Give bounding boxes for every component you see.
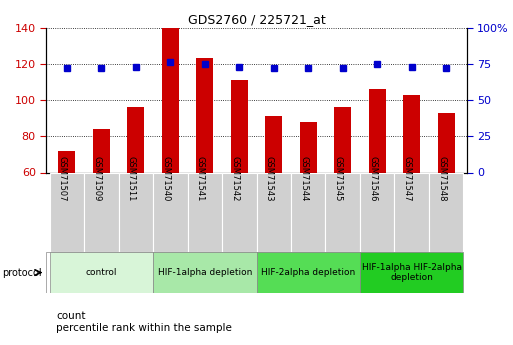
Text: protocol: protocol [3,268,42,277]
Bar [50,252,153,293]
Text: GSM71511: GSM71511 [127,156,136,201]
Bar [438,113,455,281]
Text: GSM71540: GSM71540 [161,156,170,201]
Bar [196,58,213,281]
Text: GSM71545: GSM71545 [333,156,343,201]
Bar [291,172,325,252]
Bar [334,107,351,281]
Bar [429,172,463,252]
Bar [222,172,256,252]
Bar [265,116,282,281]
Text: GSM71507: GSM71507 [58,156,67,201]
Text: GSM71541: GSM71541 [196,156,205,201]
Bar [153,252,256,293]
Bar [300,122,317,281]
Bar [368,89,386,281]
Text: GSM71548: GSM71548 [437,156,446,201]
Bar [119,172,153,252]
Text: HIF-2alpha depletion: HIF-2alpha depletion [261,268,356,277]
Bar [84,172,119,252]
Bar [231,80,248,281]
Text: GSM71542: GSM71542 [230,156,239,201]
Text: percentile rank within the sample: percentile rank within the sample [56,324,232,333]
Bar [93,129,110,281]
Text: GSM71509: GSM71509 [92,156,102,201]
Text: control: control [86,268,117,277]
Bar [58,151,75,281]
Bar [403,95,420,281]
Text: GSM71544: GSM71544 [299,156,308,201]
Title: GDS2760 / 225721_at: GDS2760 / 225721_at [188,13,325,27]
Text: GSM71547: GSM71547 [403,156,411,201]
Bar [188,172,222,252]
Bar [127,107,145,281]
Bar [256,252,360,293]
Bar [325,172,360,252]
Text: HIF-1alpha depletion: HIF-1alpha depletion [157,268,252,277]
Bar [50,172,84,252]
Text: HIF-1alpha HIF-2alpha
depletion: HIF-1alpha HIF-2alpha depletion [362,263,462,282]
Text: GSM71546: GSM71546 [368,156,377,201]
Text: GSM71543: GSM71543 [265,156,274,201]
Text: count: count [56,311,86,321]
Bar [256,172,291,252]
Bar [153,172,188,252]
Bar [360,252,463,293]
Bar [360,172,394,252]
Bar [162,28,179,281]
Bar [394,172,429,252]
